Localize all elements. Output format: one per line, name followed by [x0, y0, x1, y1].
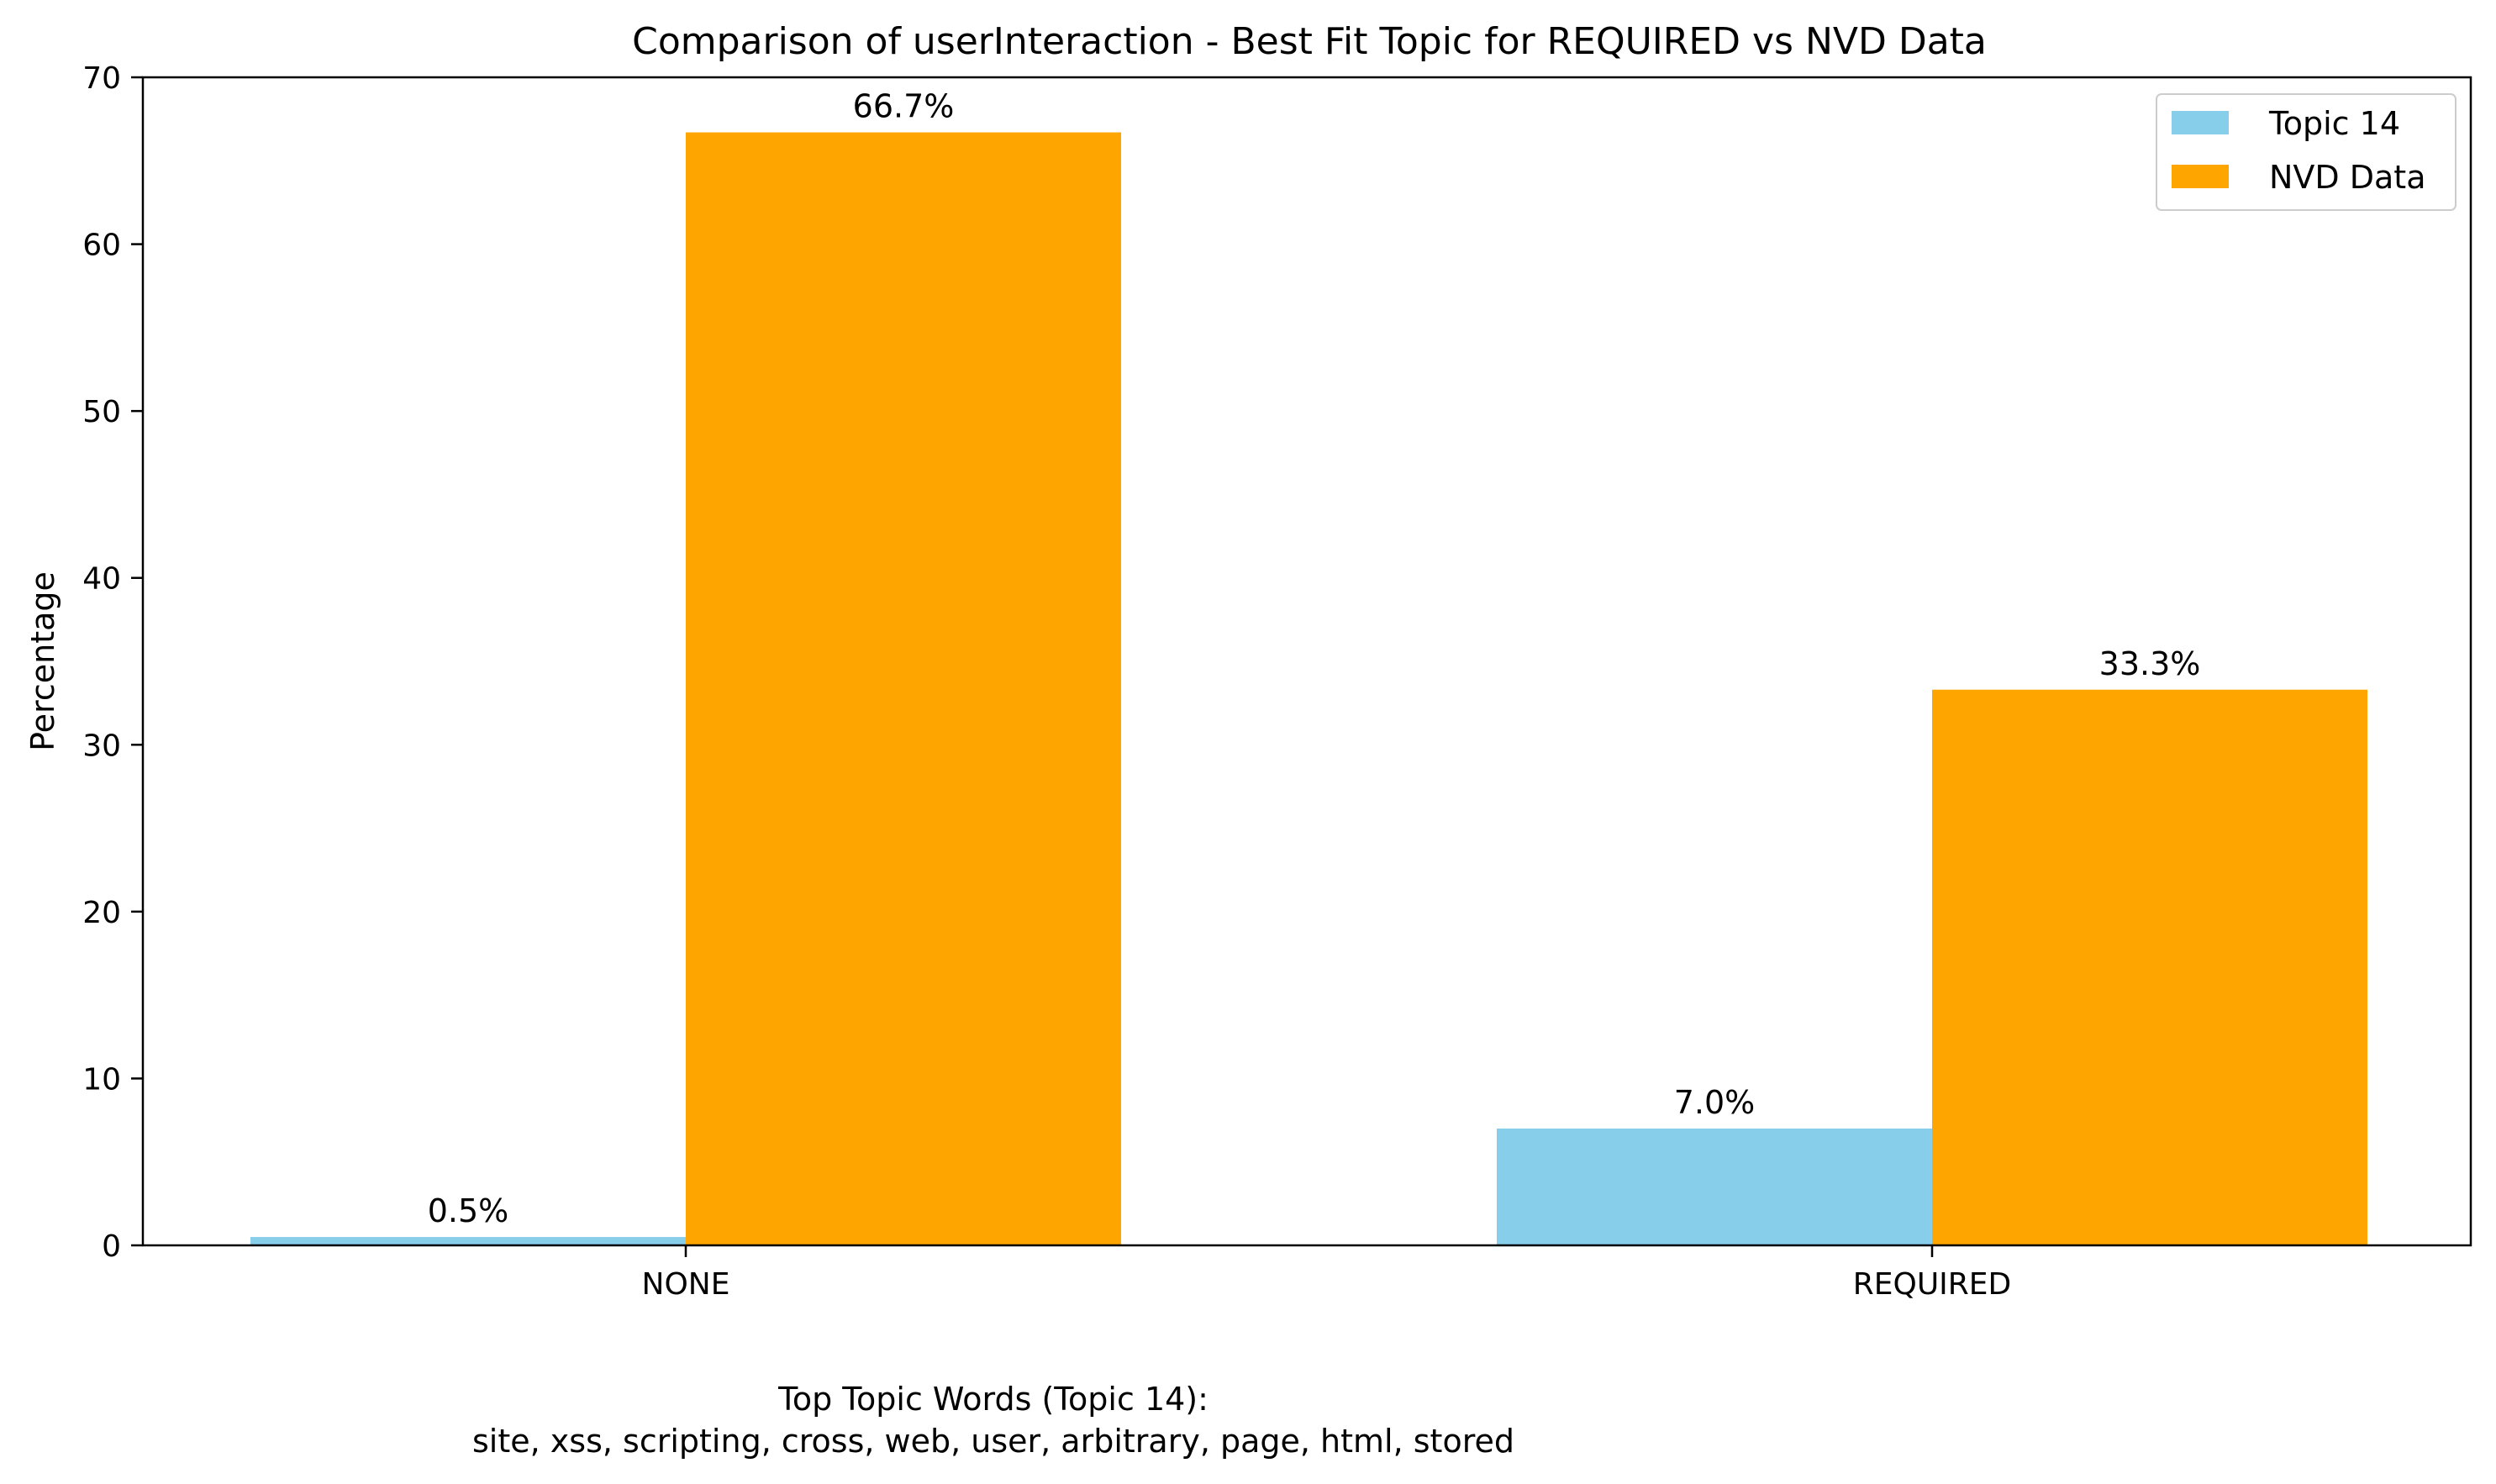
y-tick-label-20: 20 [82, 896, 121, 930]
x-tick-label-required: REQUIRED [1853, 1267, 2012, 1302]
legend-label-nvd-data: NVD Data [2269, 159, 2426, 196]
bar-value-label-nvd-data-none: 66.7% [853, 88, 955, 125]
bar-nvd-data-none [686, 132, 1121, 1245]
bar-topic-14-required [1497, 1129, 1932, 1245]
y-tick-label-30: 30 [82, 729, 121, 763]
legend: Topic 14 NVD Data [2156, 93, 2457, 211]
plot-frame [141, 76, 2472, 1247]
y-tick-label-50: 50 [82, 395, 121, 429]
legend-swatch-nvd-data [2172, 165, 2229, 188]
chart-title: Comparison of userInteraction - Best Fit… [632, 20, 1987, 63]
x-axis: NONE REQUIRED [642, 1245, 2012, 1302]
y-tick-label-60: 60 [82, 229, 121, 263]
bar-value-label-topic-14-none: 0.5% [428, 1192, 509, 1229]
y-axis: 0 10 20 30 40 50 60 70 [82, 61, 143, 1264]
bar-topic-14-none [250, 1237, 686, 1245]
y-tick-label-10: 10 [82, 1062, 121, 1097]
caption-topic-words: site, xss, scripting, cross, web, user, … [472, 1423, 1514, 1460]
x-tick-label-none: NONE [642, 1267, 730, 1302]
y-axis-label: Percentage [24, 571, 61, 751]
bars-layer [250, 132, 2367, 1245]
bar-nvd-data-required [1932, 689, 2367, 1245]
legend-label-topic-14: Topic 14 [2268, 105, 2400, 142]
caption-title: Top Topic Words (Topic 14): [777, 1381, 1209, 1418]
bar-value-label-nvd-data-required: 33.3% [2099, 645, 2201, 682]
legend-swatch-topic-14 [2172, 111, 2229, 134]
bar-labels-layer: 0.5% 7.0% 66.7% 33.3% [428, 88, 2201, 1230]
y-tick-label-70: 70 [82, 61, 121, 96]
y-tick-label-40: 40 [82, 562, 121, 597]
y-tick-label-0: 0 [102, 1229, 121, 1264]
legend-box [2156, 93, 2457, 211]
bar-value-label-topic-14-required: 7.0% [1674, 1084, 1756, 1121]
